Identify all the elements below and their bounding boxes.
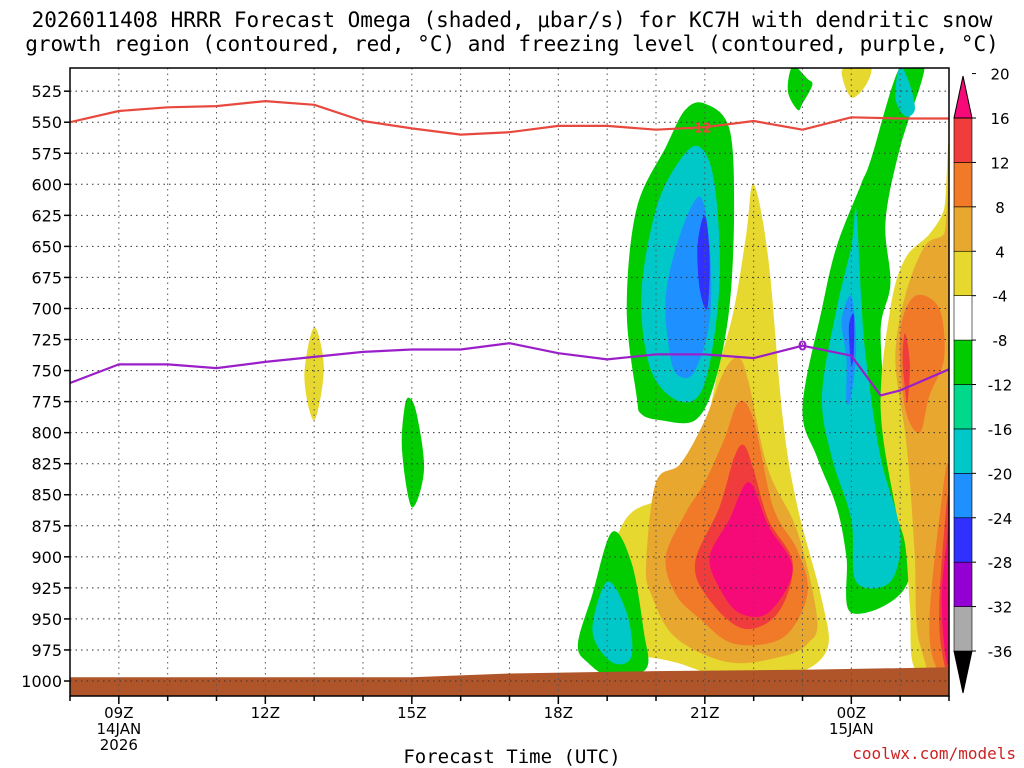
colorbar-swatch-4 — [953, 473, 973, 519]
omega-region-6 — [709, 482, 793, 618]
x-tick-label-21-0: 21Z — [690, 704, 719, 722]
colorbar-label-8: -4 — [993, 288, 1008, 306]
omega-region-14 — [841, 68, 872, 98]
omega-shading-layer — [304, 68, 949, 696]
x-tick-label-24-0: 00Z — [837, 704, 866, 722]
y-tick-label-750: 750 — [31, 362, 62, 381]
y-tick-label-650: 650 — [31, 237, 62, 256]
y-tick-label-550: 550 — [31, 113, 62, 132]
y-tick-label-725: 725 — [31, 331, 62, 350]
colorbar-swatch-0 — [953, 650, 973, 694]
grid-layer — [70, 68, 949, 696]
chart-title: 2026011408 HRRR Forecast Omega (shaded, … — [0, 8, 1024, 56]
y-tick-label-925: 925 — [31, 579, 62, 598]
omega-region-23 — [902, 333, 910, 403]
colorbar-swatch-13 — [953, 75, 973, 119]
y-axis: 525 550 575 600 625 650 675 700 725 750 775 800 825 8… — [21, 82, 70, 691]
contour-layer: -12 0 — [70, 100, 949, 397]
colorbar-swatch-12 — [953, 117, 973, 163]
colorbar-label-9: 4 — [995, 243, 1005, 261]
y-tick-label-675: 675 — [31, 268, 62, 287]
colorbar-swatch-10 — [953, 206, 973, 252]
colorbar-label-3: -24 — [988, 510, 1013, 528]
omega-region-22 — [899, 294, 945, 433]
y-tick-label-775: 775 — [31, 393, 62, 412]
omega-region-13 — [787, 68, 813, 111]
omega-region-12 — [697, 215, 710, 310]
y-tick-label-825: 825 — [31, 455, 62, 474]
omega-region-16 — [821, 207, 901, 589]
colorbar-swatch-5 — [953, 428, 973, 474]
terrain-layer — [70, 667, 949, 696]
x-tick-label-24-1: 15JAN — [829, 720, 874, 738]
x-tick-label-18-0: 18Z — [544, 704, 573, 722]
omega-region-1 — [401, 397, 425, 508]
terrain-fill — [70, 667, 949, 696]
colorbar-swatch-8 — [953, 295, 973, 341]
colorbar-label-2: -28 — [988, 554, 1013, 572]
y-tick-label-850: 850 — [31, 486, 62, 505]
x-tick-label-12-0: 12Z — [251, 704, 280, 722]
x-axis-label: Forecast Time (UTC) — [403, 746, 621, 768]
colorbar-swatch-3 — [953, 517, 973, 563]
contour-line-1 — [70, 342, 949, 397]
colorbar-swatch-2 — [953, 561, 973, 607]
y-tick-label-1000: 1000 — [21, 672, 62, 691]
colorbar-label-4: -20 — [988, 465, 1013, 483]
contour-label-1: 0 — [798, 340, 807, 355]
colorbar-label-6: -12 — [988, 377, 1013, 395]
colorbar-swatch-6 — [953, 384, 973, 430]
x-tick-label-9-1: 14JAN — [96, 720, 141, 738]
y-tick-label-525: 525 — [31, 82, 62, 101]
chart-title-line1: 2026011408 HRRR Forecast Omega (shaded, … — [31, 8, 993, 32]
colorbar-swatch-1 — [953, 606, 973, 652]
colorbar-label-1: -32 — [988, 599, 1013, 617]
colorbar-label-10: 8 — [995, 199, 1005, 217]
x-tick-label-15-0: 15Z — [397, 704, 426, 722]
credit-link[interactable]: coolwx.com/models — [852, 744, 1016, 763]
colorbar-label-12: 16 — [990, 110, 1009, 128]
y-tick-label-875: 875 — [31, 517, 62, 536]
contour-line-0 — [70, 100, 949, 136]
colorbar-label-5: -16 — [988, 421, 1013, 439]
omega-region-26 — [941, 519, 949, 664]
colorbar-label-0: -36 — [988, 643, 1013, 661]
y-tick-label-625: 625 — [31, 206, 62, 225]
y-tick-label-575: 575 — [31, 144, 62, 163]
contour-label-0: -12 — [688, 121, 712, 136]
x-tick-label-9-0: 09Z — [104, 704, 133, 722]
y-tick-label-800: 800 — [31, 424, 62, 443]
omega-region-8 — [592, 581, 633, 665]
colorbar-swatch-9 — [953, 250, 973, 296]
y-tick-label-975: 975 — [31, 641, 62, 660]
colorbar-label-11: 12 — [990, 154, 1009, 172]
colorbar-swatch-11 — [953, 162, 973, 208]
colorbar-label-7: -8 — [993, 332, 1008, 350]
colorbar-swatch-7 — [953, 339, 973, 385]
colorbar: -36 -32 -28 -24 -20 -16 -12 -8 -4 4 8 12 16 20 — [953, 66, 1013, 694]
y-tick-label-700: 700 — [31, 299, 62, 318]
y-tick-label-900: 900 — [31, 548, 62, 567]
x-tick-label-9-2: 2026 — [100, 736, 138, 754]
y-tick-label-950: 950 — [31, 610, 62, 629]
colorbar-label-13: 20 — [990, 66, 1009, 84]
chart-title-line2: growth region (contoured, red, °C) and f… — [25, 32, 999, 56]
y-tick-label-600: 600 — [31, 175, 62, 194]
omega-region-0 — [304, 327, 324, 421]
